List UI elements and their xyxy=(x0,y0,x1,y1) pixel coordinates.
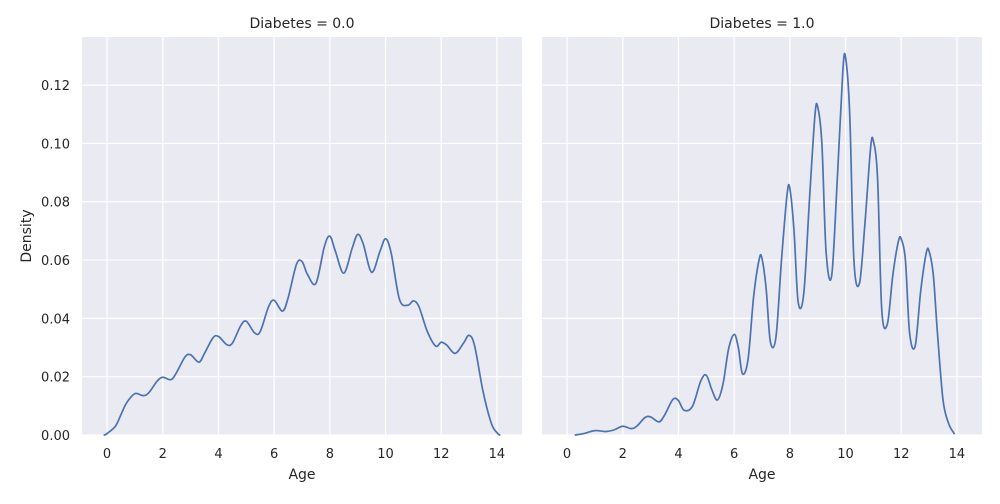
x-tick-label: 2 xyxy=(159,447,167,462)
x-tick-label: 8 xyxy=(786,447,794,462)
y-tick-label: 0.02 xyxy=(41,371,70,386)
y-tick-label: 0.04 xyxy=(41,312,70,327)
panel-title: Diabetes = 0.0 xyxy=(249,16,354,32)
density-line-1 xyxy=(103,233,501,436)
y-tick-label: 0.06 xyxy=(41,254,70,269)
x-tick-label: 2 xyxy=(619,447,627,462)
x-tick-label: 4 xyxy=(214,447,222,462)
x-tick-label: 6 xyxy=(270,447,278,462)
x-axis-label: Age xyxy=(288,467,315,483)
y-tick-label: 0.12 xyxy=(41,79,70,94)
x-tick-label: 10 xyxy=(377,447,394,462)
x-axis-label: Age xyxy=(748,467,775,483)
x-tick-label: 0 xyxy=(103,447,111,462)
x-tick-label: 10 xyxy=(837,447,854,462)
x-tick-label: 14 xyxy=(489,447,506,462)
x-tick-label: 14 xyxy=(949,447,966,462)
plot-area-1 xyxy=(82,37,522,435)
y-tick-label: 0.10 xyxy=(41,137,70,152)
y-axis-label: Density xyxy=(19,209,35,262)
x-tick-label: 12 xyxy=(433,447,450,462)
x-tick-label: 8 xyxy=(326,447,334,462)
x-tick-label: 0 xyxy=(563,447,571,462)
y-tick-label: 0.00 xyxy=(41,429,70,444)
x-tick-label: 6 xyxy=(730,447,738,462)
x-tick-label: 4 xyxy=(674,447,682,462)
density-line-2 xyxy=(574,52,955,436)
plot-area-2 xyxy=(542,37,982,435)
y-tick-label: 0.08 xyxy=(41,196,70,211)
panel-title: Diabetes = 1.0 xyxy=(709,16,814,32)
x-tick-label: 12 xyxy=(893,447,910,462)
